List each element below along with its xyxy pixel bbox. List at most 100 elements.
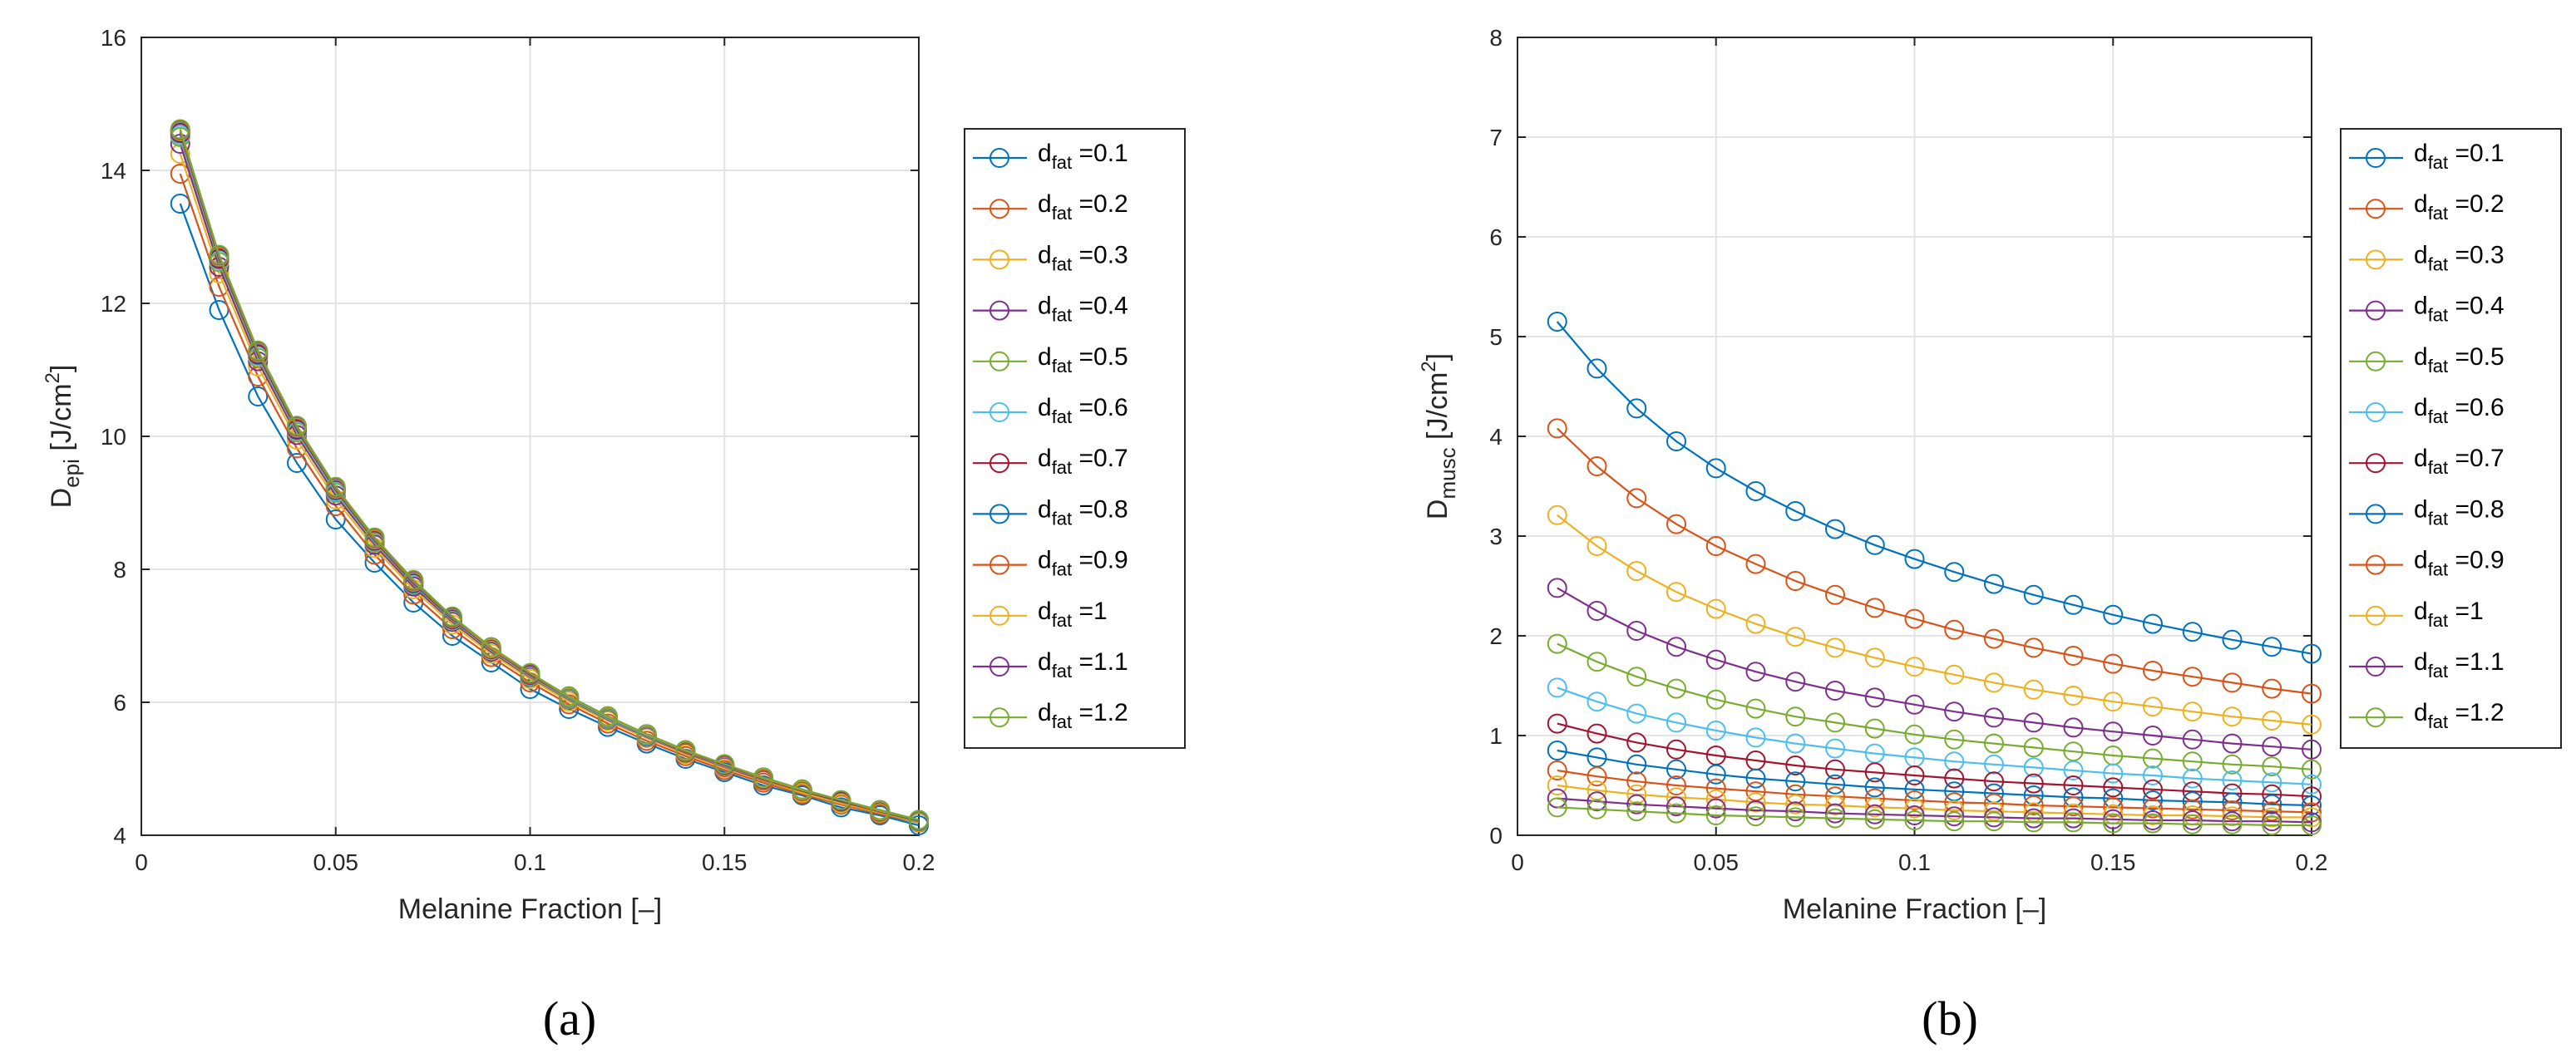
- data-point: [1944, 768, 1965, 789]
- data-point: [2302, 807, 2322, 828]
- legend-label-main: d: [1038, 293, 1052, 320]
- y-axis-label-sub: epi: [59, 459, 84, 488]
- legend-label-sub: fat: [2428, 457, 2448, 478]
- data-point: [1587, 358, 1607, 379]
- data-point: [1984, 771, 2004, 792]
- data-point: [1944, 800, 1965, 820]
- legend-entry: dfat =0.1: [973, 140, 1128, 173]
- legend-label-sub: fat: [1052, 661, 1072, 682]
- data-point: [2182, 667, 2203, 687]
- data-point: [2063, 812, 2084, 833]
- x-tick-label: 0.1: [1898, 849, 1931, 875]
- data-point: [325, 509, 346, 529]
- legend-label-main: d: [1038, 598, 1052, 625]
- y-tick-label: 8: [1489, 25, 1503, 51]
- legend-marker: [2366, 402, 2386, 422]
- legend-label-main: d: [2414, 648, 2428, 676]
- data-point: [1705, 689, 1726, 710]
- data-point: [2143, 613, 2163, 634]
- legend-label-main: d: [1038, 140, 1052, 167]
- series-line: [1557, 722, 2312, 798]
- data-point: [2222, 770, 2243, 790]
- data-point: [1984, 628, 2004, 649]
- data-point: [2222, 814, 2243, 834]
- legend-marker: [2366, 453, 2386, 474]
- legend-entry: dfat =0.2: [973, 190, 1128, 224]
- legend-entry: dfat =0.3: [2349, 241, 2504, 274]
- legend-label-value: =0.9: [1072, 547, 1128, 574]
- x-tick-label: 0.05: [313, 849, 359, 875]
- data-point: [2302, 739, 2322, 760]
- data-point: [1547, 578, 1567, 598]
- x-tick-label: 0.05: [1694, 849, 1740, 875]
- data-point: [1904, 790, 1925, 810]
- legend-marker: [989, 148, 1009, 168]
- data-point: [1587, 536, 1607, 556]
- data-point: [2222, 754, 2243, 775]
- data-point: [1705, 536, 1726, 556]
- legend-label-value: =0.2: [2448, 190, 2504, 218]
- series-line: [1557, 587, 2312, 750]
- series-line: [1557, 642, 2312, 770]
- data-point: [1904, 608, 1925, 629]
- legend-marker: [989, 554, 1009, 575]
- data-point: [2063, 717, 2084, 738]
- data-point: [1785, 571, 1806, 591]
- data-point: [2023, 637, 2044, 658]
- x-tick-label: 0.15: [2090, 849, 2136, 875]
- data-point: [1666, 514, 1686, 534]
- legend-label-sub: fat: [1052, 152, 1072, 173]
- legend-label-sub: fat: [2428, 711, 2448, 732]
- data-point: [1984, 573, 2004, 594]
- data-point: [1864, 762, 1885, 783]
- data-point: [1944, 811, 1965, 832]
- data-point: [1626, 561, 1647, 581]
- data-point: [2103, 653, 2124, 674]
- data-point: [1904, 798, 1925, 819]
- data-point: [325, 476, 346, 497]
- data-point: [2103, 691, 2124, 712]
- y-tick-label: 6: [113, 690, 126, 716]
- legend-label-sub: fat: [2428, 508, 2448, 529]
- data-point: [1944, 701, 1965, 722]
- legend-label-main: d: [1038, 343, 1052, 371]
- series-6: [1547, 677, 2322, 795]
- data-point: [1745, 613, 1766, 634]
- legend-label: dfat =0.6: [1038, 394, 1128, 427]
- data-point: [2182, 729, 2203, 750]
- data-point: [170, 194, 190, 214]
- data-point: [870, 800, 891, 820]
- data-point: [1944, 806, 1965, 827]
- data-point: [1587, 456, 1607, 476]
- series-line: [179, 129, 920, 821]
- data-point: [2262, 678, 2282, 699]
- data-point: [1547, 797, 1567, 818]
- data-point: [1705, 764, 1726, 785]
- data-point: [1666, 431, 1686, 451]
- legend-label-main: d: [2414, 241, 2428, 268]
- data-point: [1785, 501, 1806, 521]
- legend-label-value: =0.8: [2448, 495, 2504, 523]
- data-point: [2262, 815, 2282, 835]
- legend-box: [2340, 128, 2562, 749]
- data-point: [1705, 798, 1726, 819]
- data-point: [2023, 808, 2044, 829]
- data-point: [1626, 621, 1647, 641]
- data-point: [2103, 777, 2124, 798]
- data-point: [1587, 766, 1607, 787]
- data-point: [1745, 792, 1766, 813]
- legend-label-sub: fat: [2428, 661, 2448, 682]
- series-line: [1557, 514, 2312, 726]
- x-tick-label: 0.1: [514, 849, 546, 875]
- data-point: [1944, 664, 1965, 685]
- y-axis-label-close: ]: [46, 365, 77, 372]
- data-point: [1984, 754, 2004, 775]
- data-point: [1984, 707, 2004, 728]
- data-point: [1984, 811, 2004, 832]
- data-point: [364, 527, 385, 548]
- legend-label-value: =0.1: [2448, 140, 2504, 167]
- data-point: [1825, 584, 1845, 605]
- data-point: [1626, 398, 1647, 419]
- data-point: [2182, 799, 2203, 819]
- data-point: [1626, 488, 1647, 509]
